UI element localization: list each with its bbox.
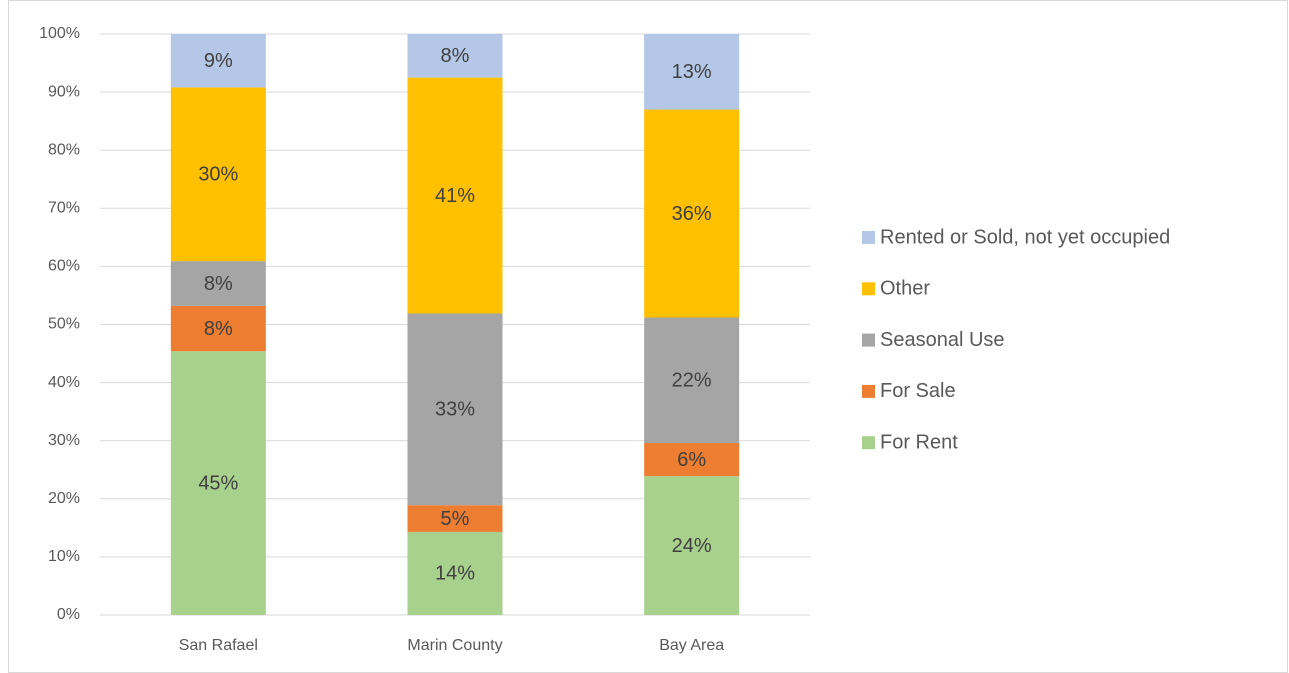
bar-segment [407, 531, 503, 615]
bar-segment [170, 305, 266, 352]
y-tick-label: 50% [48, 316, 80, 333]
data-label: 8% [204, 318, 233, 340]
bar-segment [644, 109, 740, 318]
legend-swatch [862, 231, 875, 244]
y-tick-label: 80% [48, 141, 80, 158]
bar-segment [170, 261, 266, 306]
data-label: 6% [677, 449, 706, 471]
legend-swatch [862, 282, 875, 296]
bar-segment [407, 34, 503, 78]
legend-swatch [862, 436, 875, 450]
bar-segment [644, 476, 740, 615]
data-label: 9% [204, 50, 233, 72]
legend-label: Other [880, 278, 930, 300]
y-tick-label: 60% [48, 258, 80, 275]
data-label: 5% [441, 508, 470, 530]
legend-label: Seasonal Use [880, 329, 1005, 351]
legend-label: For Rent [880, 431, 958, 453]
data-label: 30% [198, 164, 238, 186]
y-tick-label: 30% [48, 432, 80, 449]
data-label: 8% [441, 45, 470, 67]
legend-swatch [862, 333, 875, 347]
data-label: 13% [672, 61, 712, 83]
bar-segment [170, 87, 266, 262]
legend-label: Rented or Sold, not yet occupied [880, 226, 1170, 248]
legend-label: For Sale [880, 380, 956, 402]
bar-segment [170, 351, 266, 615]
y-tick-label: 20% [48, 490, 80, 507]
y-tick-label: 70% [48, 200, 80, 217]
data-label: 24% [672, 535, 712, 557]
x-tick-label: Bay Area [659, 637, 724, 654]
y-tick-label: 0% [57, 606, 80, 623]
bar-segment [644, 34, 740, 110]
bar-segment [407, 505, 503, 532]
legend-swatch [862, 384, 875, 398]
y-tick-label: 40% [48, 374, 80, 391]
x-tick-label: Marin County [407, 637, 502, 654]
data-label: 8% [204, 273, 233, 295]
y-tick-label: 10% [48, 548, 80, 565]
bar-segment [407, 313, 503, 506]
bar-segment [407, 77, 503, 314]
bar-segment [644, 443, 740, 477]
data-label: 33% [435, 399, 475, 421]
y-tick-label: 100% [39, 25, 80, 42]
y-tick-label: 90% [48, 83, 80, 100]
data-label: 36% [672, 203, 712, 225]
x-tick-label: San Rafael [179, 637, 258, 654]
data-label: 14% [435, 563, 475, 585]
data-label: 45% [198, 472, 238, 494]
bar-segment [644, 317, 740, 444]
data-label: 22% [672, 370, 712, 392]
data-label: 41% [435, 185, 475, 207]
bar-segment [170, 34, 266, 88]
